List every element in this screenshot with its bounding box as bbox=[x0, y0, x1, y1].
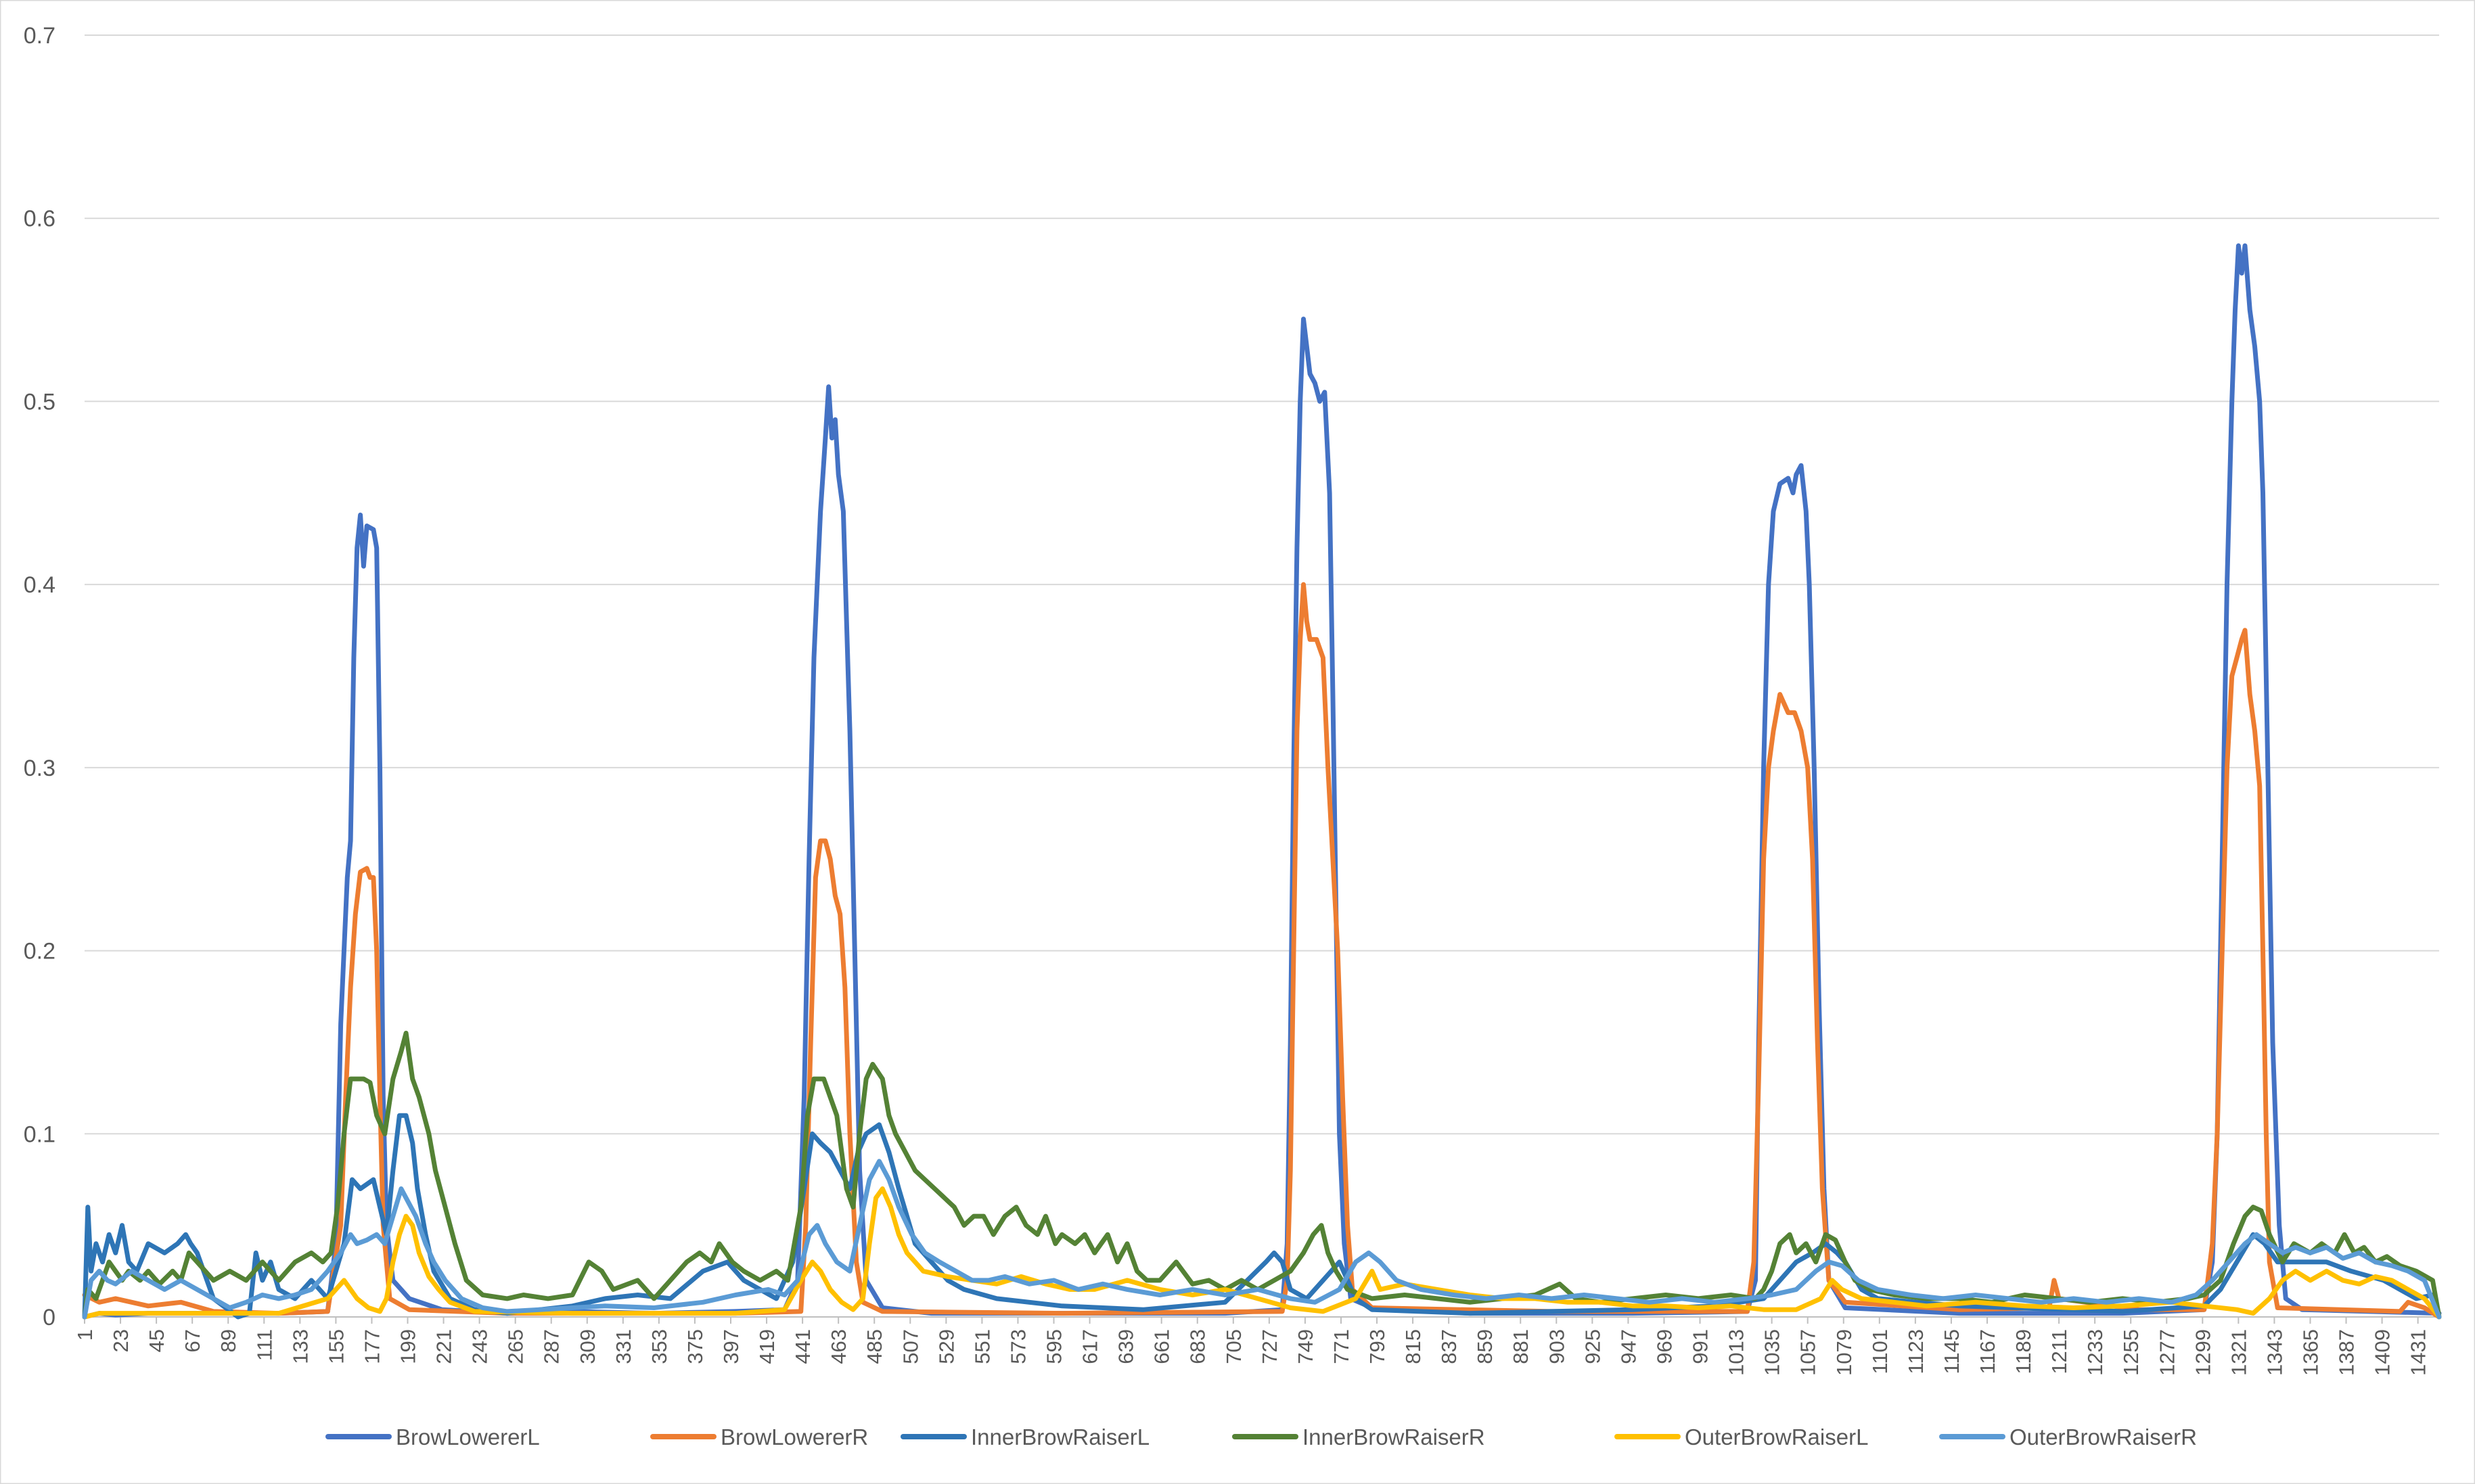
gridlines bbox=[85, 34, 2439, 1135]
y-tick-label: 0.1 bbox=[24, 1121, 55, 1147]
x-tick-label: 705 bbox=[1222, 1329, 1246, 1364]
x-tick-label: 639 bbox=[1114, 1329, 1138, 1364]
x-tick-label: 177 bbox=[360, 1329, 384, 1364]
x-tick-label: 507 bbox=[899, 1329, 922, 1364]
x-tick-label: 595 bbox=[1043, 1329, 1066, 1364]
x-tick-label: 903 bbox=[1545, 1329, 1568, 1364]
x-tick-label: 1167 bbox=[1976, 1329, 1999, 1374]
x-tick-label: 199 bbox=[396, 1329, 420, 1364]
x-tick-label: 727 bbox=[1258, 1329, 1281, 1364]
y-axis-labels: 0 0.1 0.2 0.3 0.4 0.5 0.6 0.7 bbox=[24, 23, 55, 1330]
x-tick-label: 1035 bbox=[1761, 1329, 1784, 1376]
y-tick-label: 0.6 bbox=[24, 206, 55, 232]
x-tick-label: 617 bbox=[1078, 1329, 1102, 1364]
x-tick-label: 1387 bbox=[2335, 1329, 2359, 1376]
x-tick-label: 573 bbox=[1006, 1329, 1030, 1364]
legend-label: BrowLowererR bbox=[721, 1424, 868, 1450]
x-tick-label: 375 bbox=[683, 1329, 707, 1364]
x-tick-label: 837 bbox=[1437, 1329, 1461, 1364]
legend-item: InnerBrowRaiserR bbox=[1232, 1424, 1485, 1450]
x-tick-label: 441 bbox=[791, 1329, 815, 1364]
legend-item: OuterBrowRaiserR bbox=[1939, 1424, 2197, 1450]
x-tick-label: 331 bbox=[612, 1329, 635, 1364]
x-tick-label: 529 bbox=[934, 1329, 958, 1364]
x-tick-label: 1 bbox=[73, 1329, 97, 1341]
legend-item: InnerBrowRaiserL bbox=[901, 1424, 1150, 1450]
x-tick-label: 1365 bbox=[2298, 1329, 2322, 1376]
x-tick-label: 1013 bbox=[1725, 1329, 1748, 1376]
legend-item: BrowLowererR bbox=[650, 1424, 868, 1450]
x-tick-label: 1123 bbox=[1904, 1329, 1928, 1374]
x-tick-label: 419 bbox=[755, 1329, 779, 1364]
y-tick-label: 0.5 bbox=[24, 389, 55, 415]
x-tick-label: 309 bbox=[576, 1329, 599, 1364]
x-tick-label: 1409 bbox=[2371, 1329, 2394, 1376]
x-tick-label: 1321 bbox=[2227, 1329, 2250, 1376]
x-tick-label: 1233 bbox=[2083, 1329, 2107, 1376]
x-tick-label: 221 bbox=[432, 1329, 456, 1364]
x-tick-label: 793 bbox=[1365, 1329, 1389, 1364]
x-tick-label: 1189 bbox=[2012, 1329, 2035, 1374]
x-tick-label: 551 bbox=[970, 1329, 994, 1364]
x-tick-label: 1255 bbox=[2119, 1329, 2143, 1376]
x-tick-label: 925 bbox=[1581, 1329, 1604, 1364]
x-tick-label: 89 bbox=[217, 1329, 240, 1352]
legend-item: BrowLowererL bbox=[325, 1424, 540, 1450]
x-axis: 1 23 45 67 89 111 133 155 177 199 221 243 265 287 309 3… bbox=[73, 1316, 2439, 1376]
x-tick-label: 661 bbox=[1150, 1329, 1174, 1364]
x-tick-label: 265 bbox=[504, 1329, 528, 1364]
legend-label: OuterBrowRaiserL bbox=[1685, 1424, 1868, 1450]
x-tick-label: 1079 bbox=[1832, 1329, 1856, 1376]
x-tick-label: 991 bbox=[1689, 1329, 1712, 1364]
series-lines bbox=[82, 243, 2442, 1320]
series-line-OuterBrowRaiserR bbox=[82, 1159, 2442, 1320]
x-tick-label: 683 bbox=[1186, 1329, 1210, 1364]
y-tick-label: 0.3 bbox=[24, 756, 55, 781]
x-tick-label: 111 bbox=[252, 1329, 276, 1361]
x-tick-label: 133 bbox=[288, 1329, 312, 1364]
x-tick-label: 243 bbox=[468, 1329, 492, 1364]
y-tick-label: 0 bbox=[43, 1305, 55, 1330]
x-tick-label: 1431 bbox=[2407, 1329, 2430, 1376]
x-tick-label: 969 bbox=[1652, 1329, 1676, 1364]
x-tick-label: 771 bbox=[1330, 1329, 1353, 1364]
x-tick-label: 881 bbox=[1509, 1329, 1532, 1364]
x-tick-label: 1211 bbox=[2047, 1329, 2071, 1374]
x-tick-label: 859 bbox=[1473, 1329, 1497, 1364]
x-tick-label: 1057 bbox=[1796, 1329, 1820, 1376]
x-tick-label: 287 bbox=[540, 1329, 564, 1364]
x-tick-label: 353 bbox=[648, 1329, 671, 1364]
x-tick-label: 45 bbox=[145, 1329, 168, 1352]
legend: BrowLowererL BrowLowererR InnerBrowRaiserL… bbox=[325, 1424, 2197, 1450]
x-tick-label: 947 bbox=[1616, 1329, 1640, 1364]
x-tick-label: 67 bbox=[181, 1329, 204, 1352]
x-tick-label: 463 bbox=[827, 1329, 850, 1364]
x-tick-label: 1277 bbox=[2155, 1329, 2179, 1376]
x-tick-label: 485 bbox=[863, 1329, 886, 1364]
y-tick-label: 0.7 bbox=[24, 23, 55, 49]
x-tick-label: 1299 bbox=[2191, 1329, 2215, 1376]
x-tick-label: 1145 bbox=[1940, 1329, 1963, 1374]
x-tick-label: 23 bbox=[109, 1329, 133, 1352]
legend-label: BrowLowererL bbox=[396, 1424, 540, 1450]
x-tick-label: 749 bbox=[1294, 1329, 1317, 1364]
legend-label: InnerBrowRaiserR bbox=[1302, 1424, 1485, 1450]
legend-label: InnerBrowRaiserL bbox=[971, 1424, 1150, 1450]
x-tick-label: 397 bbox=[719, 1329, 743, 1364]
x-tick-label: 1101 bbox=[1868, 1329, 1892, 1374]
x-tick-label: 815 bbox=[1401, 1329, 1425, 1364]
y-tick-label: 0.2 bbox=[24, 939, 55, 965]
x-tick-label: 1343 bbox=[2263, 1329, 2286, 1376]
legend-item: OuterBrowRaiserL bbox=[1614, 1424, 1868, 1450]
x-tick-label: 155 bbox=[324, 1329, 348, 1364]
series-line-BrowLowererR bbox=[82, 582, 2442, 1320]
y-tick-label: 0.4 bbox=[24, 572, 55, 598]
legend-label: OuterBrowRaiserR bbox=[2009, 1424, 2197, 1450]
